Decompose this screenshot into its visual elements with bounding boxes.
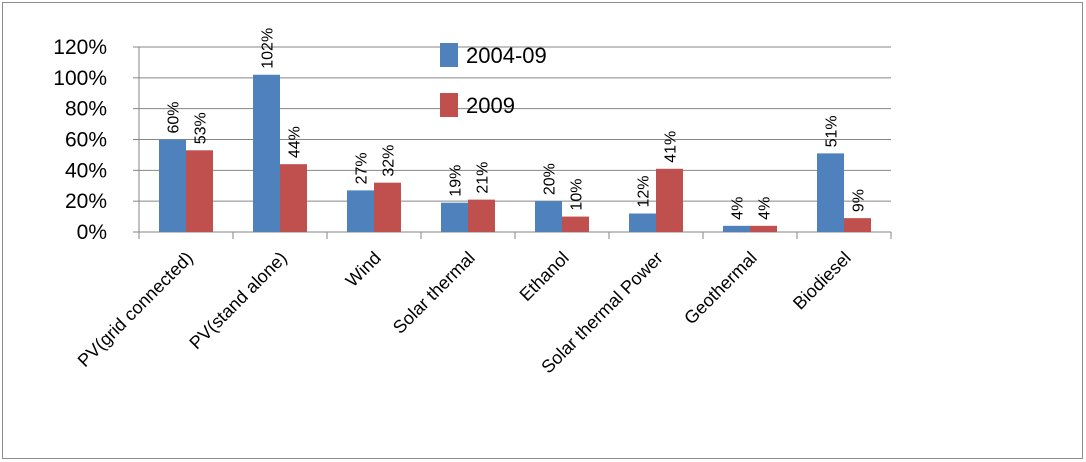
data-label: 27% [354, 152, 371, 184]
category-label: Wind [342, 248, 385, 291]
data-label: 9% [851, 189, 868, 212]
data-label: 4% [730, 197, 747, 220]
data-label: 20% [542, 163, 559, 195]
bar-a-geothermal [723, 225, 750, 232]
bar-b-geothermal [750, 225, 777, 232]
y-tick-label: 100% [53, 67, 107, 90]
data-label: 44% [287, 126, 304, 158]
y-tick-label: 0% [77, 221, 107, 244]
data-label: 12% [636, 175, 653, 207]
category-label: PV(stand alone) [185, 248, 290, 353]
y-tick-label: 20% [65, 190, 107, 213]
y-tick-label: 80% [65, 98, 107, 121]
legend-label: 2009 [466, 93, 515, 118]
data-label: 10% [569, 179, 586, 211]
category-label: Biodiesel [789, 248, 855, 314]
data-label: 21% [475, 162, 492, 194]
bar-a-pv-stand-alone [253, 74, 280, 232]
data-label: 32% [381, 145, 398, 177]
data-label: 60% [166, 101, 183, 133]
data-label: 41% [663, 131, 680, 163]
bar-b-biodiesel [844, 218, 871, 232]
bar-b-pv-grid-connected [186, 150, 213, 232]
data-label: 102% [260, 28, 277, 69]
legend-label: 2004-09 [466, 43, 547, 68]
bar-a-solar-thermal-power [629, 213, 656, 232]
bar-chart: 0% 20% 40% 60% 80% 100% 120% 60% 102% 27% 19% 20% 12… [53, 28, 892, 377]
bar-b-solar-thermal [468, 199, 495, 232]
category-label: Solar thermal [389, 248, 479, 338]
legend-swatch [440, 43, 458, 67]
category-label: PV(grid connected) [74, 248, 197, 371]
y-tick-label: 40% [65, 159, 107, 182]
data-label: 19% [448, 165, 465, 197]
bar-a-biodiesel [817, 153, 844, 232]
legend-swatch [440, 93, 458, 117]
data-label: 53% [193, 112, 210, 144]
bar-b-ethanol [562, 216, 589, 232]
category-label: Geothermal [680, 248, 761, 329]
category-label: Ethanol [516, 248, 573, 305]
bar-a-solar-thermal [441, 202, 468, 232]
data-label: 4% [757, 197, 774, 220]
bar-a-wind [347, 190, 374, 232]
y-tick-label: 120% [53, 36, 107, 59]
bar-b-solar-thermal-power [656, 168, 683, 232]
bar-b-pv-stand-alone [280, 164, 307, 232]
bar-b-wind [374, 182, 401, 232]
y-tick-label: 60% [65, 129, 107, 152]
bar-a-ethanol [535, 201, 562, 232]
bar-a-pv-grid-connected [159, 139, 186, 232]
data-label: 51% [824, 115, 841, 147]
